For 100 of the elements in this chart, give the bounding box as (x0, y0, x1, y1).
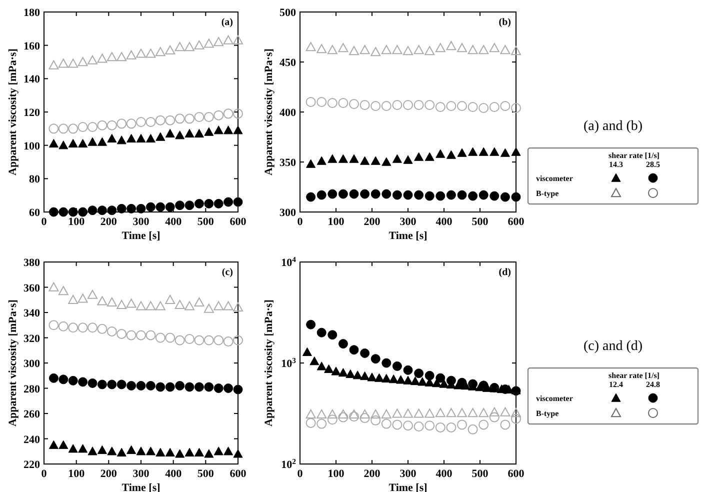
point (146, 117, 156, 127)
point (468, 408, 478, 418)
point (58, 140, 68, 150)
point (116, 300, 127, 310)
point (107, 134, 117, 143)
x-tick-label: 500 (197, 216, 214, 228)
point (424, 152, 434, 161)
point (468, 424, 478, 434)
point (328, 154, 338, 163)
point (392, 154, 402, 163)
point (446, 190, 456, 200)
point (204, 304, 214, 313)
point (457, 408, 467, 418)
text: (a) (221, 17, 233, 28)
point (68, 322, 78, 333)
point (414, 422, 424, 432)
point (468, 147, 478, 156)
point (48, 320, 59, 330)
x-tick-label: 200 (100, 468, 118, 480)
point (338, 409, 348, 418)
point (392, 361, 402, 371)
point (88, 290, 98, 299)
point (370, 156, 380, 165)
point (446, 150, 456, 159)
point (223, 301, 234, 310)
point (78, 294, 88, 303)
point (478, 45, 489, 54)
point (478, 408, 489, 418)
point (146, 202, 156, 212)
point (88, 206, 98, 216)
text: 28.5 (646, 160, 660, 169)
point (414, 368, 424, 378)
point (68, 138, 78, 148)
point (97, 206, 107, 216)
point (457, 190, 467, 200)
point (58, 207, 68, 217)
point (146, 301, 156, 310)
point (392, 408, 402, 418)
point (370, 47, 381, 56)
y-tick-label: 260 (24, 408, 40, 420)
x-tick-label: 200 (100, 216, 118, 228)
point (97, 120, 108, 130)
x-tick-label: 100 (328, 468, 345, 480)
point (126, 134, 136, 143)
y-tick-label: 450 (280, 57, 296, 69)
point (316, 190, 326, 200)
point (155, 47, 166, 56)
point (381, 418, 392, 429)
point (349, 412, 359, 422)
point (78, 322, 88, 333)
point (48, 60, 59, 70)
point (175, 130, 185, 140)
point (126, 298, 136, 308)
point (126, 445, 136, 454)
point (126, 330, 136, 340)
point (194, 198, 204, 208)
point (435, 43, 446, 52)
x-tick-label: 500 (472, 216, 489, 228)
point (68, 294, 78, 304)
point (349, 99, 359, 109)
point (233, 335, 243, 346)
point (184, 114, 194, 124)
point (403, 420, 413, 431)
y-tick-label: 180 (24, 7, 40, 19)
point (324, 364, 334, 373)
point (327, 414, 338, 425)
point (88, 137, 98, 146)
point (306, 320, 316, 330)
point (233, 108, 243, 119)
point (78, 122, 88, 132)
point (457, 101, 467, 111)
point (478, 380, 488, 390)
point (214, 446, 224, 456)
point (381, 101, 392, 111)
point (306, 97, 316, 107)
point (156, 202, 166, 212)
point (370, 415, 381, 426)
point (48, 124, 59, 134)
point (58, 321, 68, 332)
point (116, 448, 126, 456)
text: (d) (498, 267, 511, 278)
point (478, 190, 488, 200)
point (126, 380, 136, 390)
y-tick-label: 60 (29, 207, 40, 219)
point (360, 348, 370, 358)
point (184, 42, 194, 52)
point (204, 382, 214, 392)
point (155, 332, 166, 343)
point (446, 408, 456, 418)
point (306, 159, 316, 168)
point (360, 189, 370, 199)
point (490, 147, 500, 156)
point (338, 154, 348, 163)
point (490, 191, 500, 201)
x-tick-label: 0 (297, 468, 304, 480)
point (446, 376, 456, 386)
point (58, 374, 68, 384)
point (88, 378, 98, 388)
x-tick-label: 100 (68, 216, 86, 228)
point (500, 148, 510, 157)
